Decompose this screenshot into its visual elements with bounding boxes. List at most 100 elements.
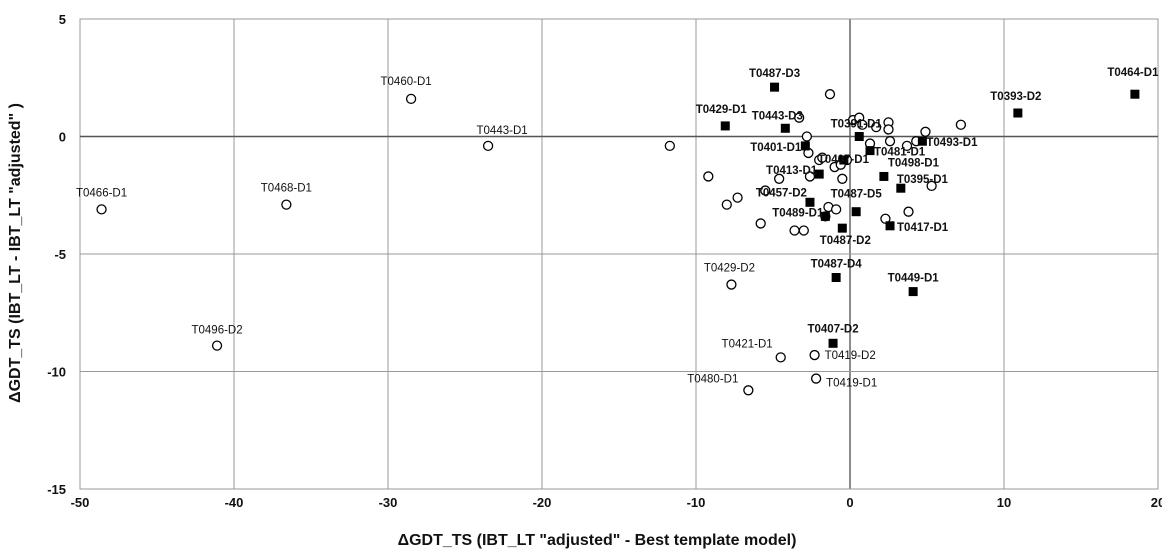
data-point-square <box>854 132 864 141</box>
y-tick-label: 0 <box>59 130 66 145</box>
data-point-circle <box>857 119 868 130</box>
data-point-circle <box>920 126 931 137</box>
x-tick-label: -20 <box>533 495 552 510</box>
data-point-circle <box>96 204 107 215</box>
data-point-circle <box>955 119 967 130</box>
data-point-square <box>780 123 790 133</box>
data-point-circle <box>281 199 292 210</box>
data-point-circle <box>703 171 714 182</box>
data-point-circle <box>755 218 766 229</box>
y-axis-title: ΔGDT_TS (IBT_LT - IBT_LT "adjusted" ) <box>7 103 24 403</box>
point-label: T0407-D1 <box>818 154 870 166</box>
data-point-square <box>865 146 875 156</box>
point-label: T0443-D1 <box>477 125 528 137</box>
point-label: T0460-D1 <box>381 76 432 88</box>
point-label: T0457-D2 <box>756 187 807 199</box>
y-tick-label: -5 <box>54 247 66 262</box>
data-point-square <box>908 287 918 297</box>
data-point-circle <box>926 180 937 192</box>
point-label: T0480-D1 <box>687 373 738 385</box>
data-point-circle <box>798 225 809 236</box>
data-point-circle <box>743 385 754 396</box>
data-point-square <box>896 183 906 193</box>
point-label: T0487-D2 <box>820 235 871 247</box>
data-point-circle <box>880 213 891 224</box>
y-tick-label: 5 <box>59 12 66 27</box>
point-label: T0464-D1 <box>1107 67 1159 79</box>
data-point-circle <box>801 131 813 142</box>
data-point-circle <box>774 173 785 184</box>
point-label: T0487-D3 <box>749 68 800 80</box>
point-label: T0407-D2 <box>807 323 858 335</box>
data-point-circle <box>726 279 737 290</box>
point-label: T0429-D1 <box>696 104 748 116</box>
point-label: T0498-D1 <box>888 157 940 169</box>
data-point-square <box>879 171 889 181</box>
point-label: T0443-D3 <box>752 110 803 122</box>
data-point-circle <box>901 140 913 152</box>
data-point-circle <box>721 199 732 210</box>
data-point-square <box>805 197 815 207</box>
data-point-square <box>800 141 810 151</box>
point-labels: T0466-D1 T0496-D2 T0468-D1 T0460-D1 T0443-D1… <box>76 67 1159 389</box>
data-point-circle <box>732 192 743 203</box>
data-point-circle <box>903 206 914 217</box>
data-point-circle <box>809 349 820 361</box>
point-label: T0489-D1 <box>772 207 824 219</box>
data-point-circle <box>824 89 836 100</box>
data-point-circle <box>871 121 882 133</box>
data-point-square <box>820 211 830 221</box>
data-point-circle <box>789 225 800 236</box>
x-tick-label: -50 <box>71 495 90 510</box>
data-point-circle <box>211 340 223 351</box>
tick-labels: -50 -40 -30 -20 -10 0 10 20-15-10-505 <box>47 12 1162 510</box>
point-label: T0466-D1 <box>76 187 127 199</box>
data-point-circle <box>837 173 848 184</box>
point-label: T0481-D1 <box>874 147 926 159</box>
data-point-square <box>1013 108 1023 118</box>
grid-lines <box>79 18 1159 490</box>
data-point-circle <box>760 185 771 196</box>
data-point-circle <box>810 373 822 384</box>
data-point-circle <box>817 152 828 163</box>
data-point-circle <box>405 93 417 105</box>
x-tick-label: 20 <box>1151 495 1162 510</box>
point-label: T0468-D1 <box>261 183 312 195</box>
point-label: T0493-D1 <box>926 137 978 149</box>
x-tick-label: -40 <box>225 495 244 510</box>
point-label: T0487-D4 <box>811 259 863 271</box>
data-point-circle <box>775 352 786 363</box>
x-tick-label: -10 <box>687 495 706 510</box>
data-point-square <box>885 221 895 231</box>
point-label: T0413-D1 <box>766 165 818 177</box>
data-point-square <box>851 207 861 217</box>
data-point-square <box>1130 89 1140 99</box>
point-label: T0496-D2 <box>191 325 242 337</box>
point-label: T0395-D1 <box>897 174 949 186</box>
data-point-square <box>831 273 841 282</box>
x-tick-label: 0 <box>846 495 853 510</box>
data-point-square <box>917 136 927 146</box>
x-tick-label: -30 <box>379 495 398 510</box>
data-point-circle <box>664 140 675 152</box>
x-axis-title: ΔGDT_TS (IBT_LT "adjusted" - Best templa… <box>398 532 797 549</box>
point-label: T0487-D5 <box>831 189 883 201</box>
data-point-square <box>720 121 730 131</box>
data-point-circle <box>794 112 805 123</box>
point-label: T0393-D2 <box>990 91 1041 103</box>
point-label: T0401-D1 <box>750 142 802 154</box>
point-label: T0449-D1 <box>888 273 940 285</box>
data-points <box>96 82 1140 396</box>
data-point-circle <box>482 140 494 152</box>
data-point-circle <box>830 204 842 215</box>
y-tick-label: -10 <box>47 365 66 380</box>
x-tick-label: 10 <box>997 495 1011 510</box>
data-point-square <box>770 82 780 92</box>
point-label: T0417-D1 <box>897 222 949 234</box>
data-point-circle <box>884 136 896 147</box>
data-point-square <box>837 223 847 233</box>
data-point-square <box>814 169 824 179</box>
point-label: T0421-D1 <box>722 338 773 350</box>
point-label: T0419-D1 <box>826 378 877 390</box>
